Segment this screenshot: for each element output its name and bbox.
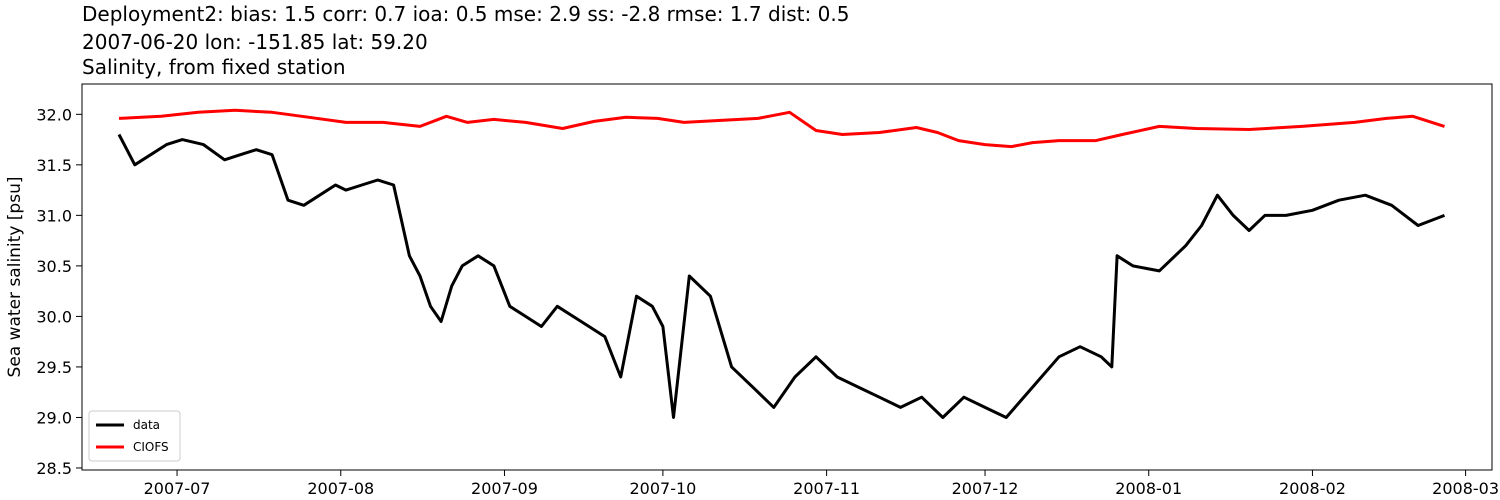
x-tick-label: 2007-12 — [952, 479, 1019, 498]
y-tick-label: 31.5 — [36, 156, 72, 175]
y-tick-label: 29.5 — [36, 358, 72, 377]
series-line-data — [117, 133, 1446, 419]
x-tick-label: 2007-07 — [144, 479, 211, 498]
chart-title-variable: Salinity, from fixed station — [82, 55, 346, 79]
x-tick-label: 2007-10 — [629, 479, 696, 498]
series-layer — [117, 108, 1446, 419]
series-line-ciofs — [118, 108, 1445, 149]
y-tick-label: 32.0 — [36, 105, 72, 124]
legend-label-ciofs: CIOFS — [133, 440, 169, 454]
y-tick-label: 30.0 — [36, 307, 72, 326]
x-tick-label: 2007-09 — [471, 479, 538, 498]
x-tick-label: 2007-08 — [307, 479, 374, 498]
y-tick-label: 29.0 — [36, 408, 72, 427]
legend-label-data: data — [133, 418, 160, 432]
y-tick-label: 28.5 — [36, 459, 72, 478]
legend: data CIOFS — [88, 410, 181, 462]
x-tick-label: 2007-11 — [793, 479, 860, 498]
y-axis: 28.5 29.0 29.5 30.0 30.5 31.0 31.5 32.0 — [36, 105, 82, 478]
x-tick-label: 2008-01 — [1115, 479, 1182, 498]
x-tick-label: 2008-03 — [1432, 479, 1499, 498]
y-tick-label: 30.5 — [36, 257, 72, 276]
y-tick-label: 31.0 — [36, 206, 72, 225]
chart-title-stats: Deployment2: bias: 1.5 corr: 0.7 ioa: 0.… — [82, 2, 850, 26]
x-tick-label: 2008-02 — [1279, 479, 1346, 498]
chart-title-location: 2007-06-20 lon: -151.85 lat: 59.20 — [82, 30, 428, 54]
plot-frame — [81, 83, 1493, 471]
y-axis-label: Sea water salinity [psu] — [5, 177, 25, 378]
x-axis: 2007-07 2007-08 2007-09 2007-10 2007-11 2007-… — [144, 470, 1499, 498]
